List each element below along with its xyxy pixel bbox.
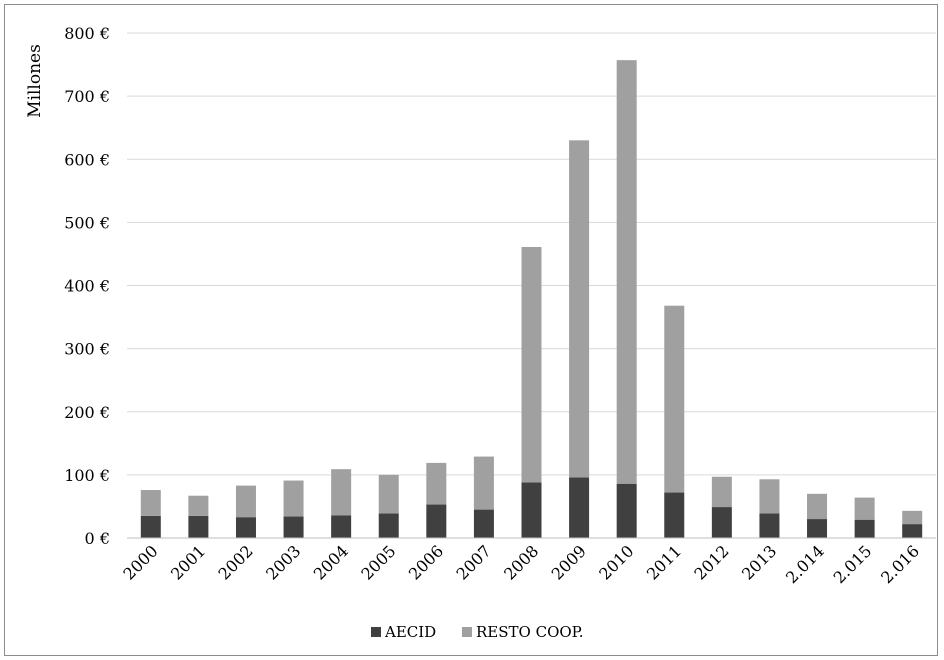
y-tick-label: 500 € (64, 213, 110, 232)
x-tick-labels: 2000 2001 2002 2003 2004 2005 2006 2007 2008 2009… (119, 541, 923, 587)
bar-aecid-2008 (521, 482, 542, 538)
bar-resto-coop-2.014 (807, 493, 828, 520)
bar-aecid-2.014 (807, 519, 828, 538)
bars (140, 60, 923, 538)
bar-aecid-2.015 (854, 519, 875, 538)
bar-resto-coop-2006 (426, 462, 447, 505)
y-tick-label: 400 € (64, 277, 110, 296)
x-tick-label: 2009 (548, 541, 590, 583)
x-tick-label: 2.015 (830, 541, 876, 587)
x-tick-label: 2004 (310, 541, 352, 583)
y-tick-label: 700 € (64, 87, 110, 106)
y-tick-label: 100 € (64, 466, 110, 485)
legend-swatch (462, 627, 472, 637)
y-tick-label: 0 € (85, 529, 110, 548)
gridlines (127, 32, 936, 476)
bar-resto-coop-2012 (711, 476, 732, 508)
bar-resto-coop-2.016 (902, 510, 923, 525)
chart-frame (4, 4, 938, 656)
bar-aecid-2004 (331, 515, 352, 538)
bar-aecid-2003 (283, 516, 304, 538)
x-tick-label: 2012 (690, 541, 732, 583)
bar-aecid-2012 (711, 507, 732, 538)
bar-resto-coop-2008 (521, 246, 542, 483)
bar-aecid-2011 (664, 492, 685, 538)
bar-aecid-2001 (188, 515, 209, 538)
x-tick-label: 2000 (119, 541, 161, 583)
bar-resto-coop-2000 (140, 490, 161, 516)
x-tick-label: 2005 (357, 541, 399, 583)
bar-resto-coop-2009 (569, 140, 590, 478)
bar-aecid-2013 (759, 513, 780, 538)
bar-resto-coop-2010 (616, 60, 637, 484)
y-tick-labels: 0 € 100 € 200 € 300 € 400 € 500 € 600 € 700 € 80… (64, 24, 110, 548)
legend-label: AECID (384, 623, 436, 641)
x-tick-label: 2001 (167, 541, 209, 583)
bar-resto-coop-2007 (473, 456, 494, 510)
legend-swatch (371, 627, 381, 637)
bar-resto-coop-2001 (188, 495, 209, 516)
bar-resto-coop-2011 (664, 305, 685, 493)
x-tick-label: 2011 (643, 541, 685, 583)
bar-aecid-2006 (426, 504, 447, 538)
x-tick-label: 2006 (405, 541, 447, 583)
x-tick-label: 2010 (595, 541, 637, 583)
bar-aecid-2007 (473, 509, 494, 538)
legend: AECID RESTO COOP. (371, 623, 583, 641)
bar-aecid-2.016 (902, 524, 923, 538)
bar-resto-coop-2013 (759, 479, 780, 514)
y-axis-label: Millones (25, 44, 45, 118)
bar-resto-coop-2.015 (854, 497, 875, 520)
bar-resto-coop-2002 (235, 485, 256, 518)
y-tick-label: 600 € (64, 150, 110, 169)
bar-resto-coop-2003 (283, 480, 304, 517)
bar-aecid-2009 (569, 477, 590, 538)
y-tick-label: 800 € (64, 24, 110, 43)
x-tick-label: 2007 (453, 541, 495, 583)
y-tick-label: 200 € (64, 403, 110, 422)
x-tick-label: 2003 (262, 541, 304, 583)
x-tick-label: 2008 (500, 541, 542, 583)
y-tick-label: 300 € (64, 340, 110, 359)
x-tick-label: 2.014 (782, 541, 828, 587)
bar-resto-coop-2004 (331, 469, 352, 516)
bar-aecid-2005 (378, 513, 399, 538)
bar-aecid-2010 (616, 483, 637, 538)
x-tick-label: 2013 (738, 541, 780, 583)
legend-label: RESTO COOP. (476, 623, 583, 641)
bar-aecid-2000 (140, 515, 161, 538)
bar-aecid-2002 (235, 517, 256, 538)
bar-resto-coop-2005 (378, 474, 399, 514)
x-tick-label: 2.016 (877, 541, 923, 587)
x-tick-label: 2002 (215, 541, 257, 583)
